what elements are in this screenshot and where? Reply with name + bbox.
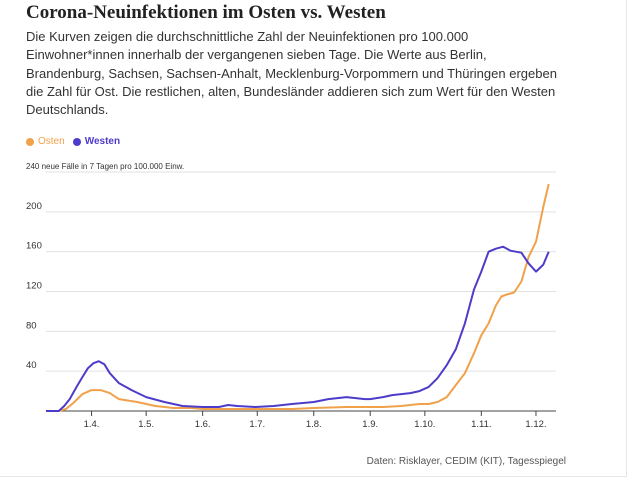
line-chart: 240 neue Fälle in 7 Tagen pro 100.000 Ei… <box>26 162 556 430</box>
legend-item-westen: Westen <box>72 136 121 147</box>
y-tick-label: 40 <box>26 360 37 371</box>
series-line-westen <box>46 245 550 412</box>
x-tick-label: 1.11. <box>471 419 491 430</box>
x-tick-label: 1.6. <box>195 419 211 430</box>
y-tick-label: 200 <box>26 201 42 212</box>
x-tick-label: 1.9. <box>362 419 378 430</box>
chart-frame <box>0 0 627 477</box>
x-tick-label: 1.5. <box>138 419 154 430</box>
y-tick-label: 120 <box>26 281 42 292</box>
series-line-osten <box>46 183 550 412</box>
x-tick-label: 1.4. <box>84 419 100 430</box>
x-tick-label: 1.10. <box>414 419 435 430</box>
x-tick-label: 1.12. <box>525 419 546 430</box>
y-axis-label: 240 neue Fälle in 7 Tagen pro 100.000 Ei… <box>26 162 184 171</box>
x-tick-label: 1.8. <box>306 419 322 430</box>
y-tick-label: 160 <box>26 241 42 252</box>
chart-title: Corona-Neuinfektionen im Osten vs. Weste… <box>26 2 386 23</box>
legend-westen-dot <box>72 137 81 146</box>
source-note: Daten: Risklayer, CEDIM (KIT), Tagesspie… <box>366 456 566 467</box>
chart-legend: Osten Westen <box>26 136 120 147</box>
legend-westen-label: Westen <box>84 136 121 147</box>
legend-osten-label: Osten <box>38 136 65 147</box>
legend-osten-dot <box>26 137 34 146</box>
chart-subtitle: Die Kurven zeigen die durchschnittliche … <box>26 29 557 118</box>
legend-item-osten: Osten <box>26 136 65 147</box>
y-tick-label: 80 <box>26 320 37 331</box>
x-tick-label: 1.7. <box>249 419 265 430</box>
